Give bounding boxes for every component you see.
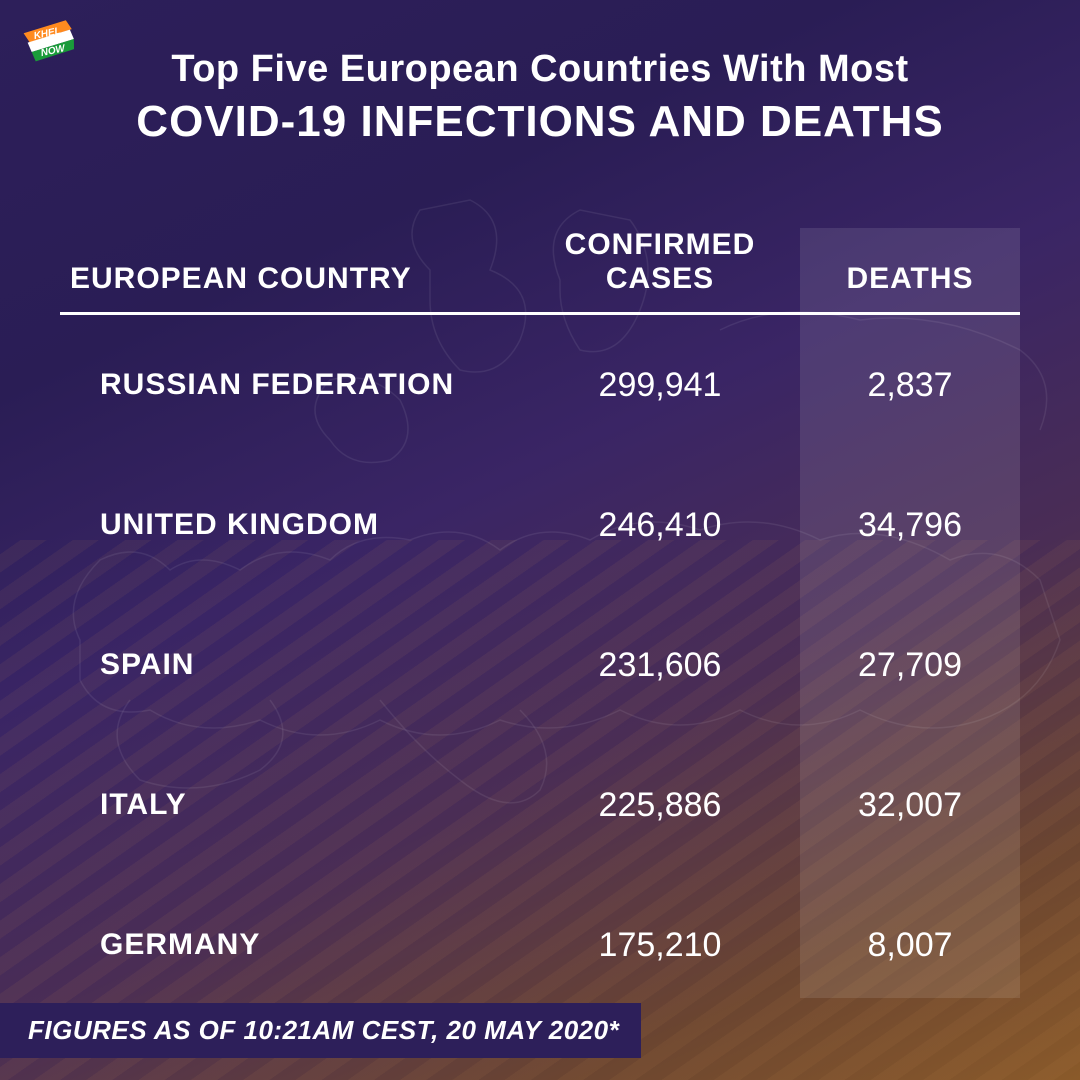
footer-timestamp: FIGURES AS OF 10:21AM CEST, 20 MAY 2020* xyxy=(0,1003,641,1058)
td-country: UNITED KINGDOM xyxy=(60,508,520,542)
td-cases: 225,886 xyxy=(520,786,800,825)
table-header-row: EUROPEAN COUNTRY CONFIRMED CASES DEATHS xyxy=(60,228,1020,315)
table-row: UNITED KINGDOM 246,410 34,796 xyxy=(60,455,1020,595)
table-row: SPAIN 231,606 27,709 xyxy=(60,595,1020,735)
data-table: EUROPEAN COUNTRY CONFIRMED CASES DEATHS … xyxy=(60,228,1020,1015)
th-deaths: DEATHS xyxy=(800,262,1020,296)
table-row: RUSSIAN FEDERATION 299,941 2,837 xyxy=(60,315,1020,455)
td-cases: 246,410 xyxy=(520,506,800,545)
title-line2: COVID-19 INFECTIONS AND DEATHS xyxy=(0,97,1080,147)
td-deaths: 2,837 xyxy=(800,366,1020,405)
table-row: GERMANY 175,210 8,007 xyxy=(60,875,1020,1015)
table-row: ITALY 225,886 32,007 xyxy=(60,735,1020,875)
td-country: RUSSIAN FEDERATION xyxy=(60,368,520,402)
td-country: ITALY xyxy=(60,788,520,822)
title-line1: Top Five European Countries With Most xyxy=(0,48,1080,91)
td-cases: 175,210 xyxy=(520,926,800,965)
td-deaths: 34,796 xyxy=(800,506,1020,545)
td-deaths: 27,709 xyxy=(800,646,1020,685)
td-country: SPAIN xyxy=(60,648,520,682)
title-block: Top Five European Countries With Most CO… xyxy=(0,48,1080,147)
td-deaths: 32,007 xyxy=(800,786,1020,825)
td-cases: 231,606 xyxy=(520,646,800,685)
table-body: RUSSIAN FEDERATION 299,941 2,837 UNITED … xyxy=(60,315,1020,1015)
td-deaths: 8,007 xyxy=(800,926,1020,965)
td-cases: 299,941 xyxy=(520,366,800,405)
td-country: GERMANY xyxy=(60,928,520,962)
th-cases: CONFIRMED CASES xyxy=(520,228,800,296)
th-country: EUROPEAN COUNTRY xyxy=(60,262,520,296)
